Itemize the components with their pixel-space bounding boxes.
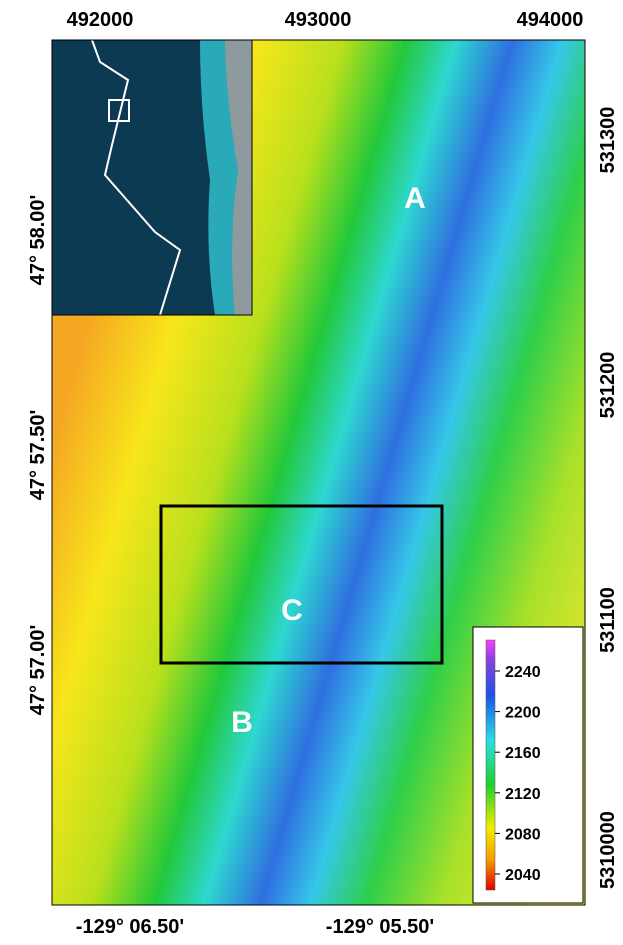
colorbar-tick-label: 2040 (505, 867, 541, 884)
latitude-label: 47° 57.50' (27, 410, 49, 501)
northing-label: 531200 (597, 352, 619, 419)
latitude-label: 47° 57.00' (27, 625, 49, 716)
colorbar-tick-label: 2200 (505, 705, 541, 722)
colorbar-tick-label: 2120 (505, 786, 541, 803)
northing-label: 531100 (597, 587, 619, 653)
inset-map (52, 40, 252, 315)
colorbar-tick-label: 2080 (505, 826, 541, 843)
latitude-label: 47° 58.00' (27, 195, 49, 286)
colorbar-tick-label: 2160 (505, 745, 541, 762)
longitude-label: -129° 06.50' (76, 916, 184, 938)
region-label: A (404, 182, 426, 215)
region-label: B (231, 706, 253, 739)
easting-label: 493000 (285, 9, 352, 31)
map-figure: 492000 493000 494000 531300 531200 53110… (0, 0, 623, 940)
longitude-label: -129° 05.50' (326, 916, 434, 938)
easting-label: 494000 (517, 9, 584, 31)
northing-label: 531300 (597, 107, 619, 174)
northing-label: 5310000 (597, 811, 619, 889)
colorbar-tick-label: 2240 (505, 664, 541, 681)
easting-label: 492000 (67, 9, 134, 31)
page: {"map": { "top_labels": ["492000", "4930… (0, 0, 623, 940)
region-label: C (281, 594, 303, 627)
